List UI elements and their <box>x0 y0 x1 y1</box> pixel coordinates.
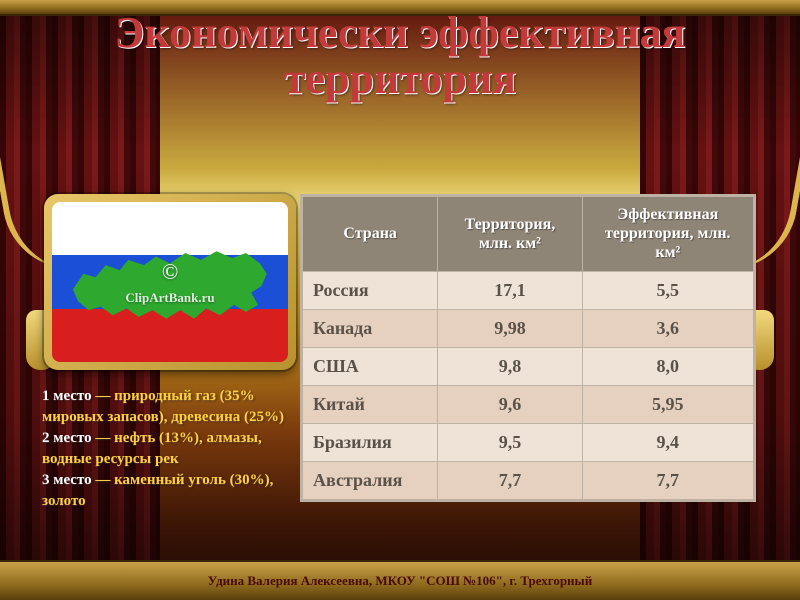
cell-territory: 9,5 <box>438 423 582 461</box>
cell-effective: 5,95 <box>582 385 753 423</box>
territory-table: Страна Территория, млн. км² Эффективная … <box>302 196 754 500</box>
cell-country: Россия <box>303 271 438 309</box>
cell-territory: 9,6 <box>438 385 582 423</box>
table-row: Бразилия9,59,4 <box>303 423 754 461</box>
rank-label: 1 место <box>42 388 92 404</box>
cell-country: Австралия <box>303 461 438 499</box>
cell-effective: 3,6 <box>582 309 753 347</box>
table-row: США9,88,0 <box>303 347 754 385</box>
rank-item: 3 место — каменный уголь (30%), золото <box>42 470 300 512</box>
rank-label: 3 место <box>42 472 92 488</box>
rank-item: 1 место — природный газ (35% мировых зап… <box>42 386 300 428</box>
watermark-symbol: © <box>162 259 178 285</box>
cell-effective: 9,4 <box>582 423 753 461</box>
slide-title: Экономически эффективная территория <box>0 10 800 102</box>
resource-rankings: 1 место — природный газ (35% мировых зап… <box>42 386 300 512</box>
cell-territory: 17,1 <box>438 271 582 309</box>
table-row: Австралия7,77,7 <box>303 461 754 499</box>
cell-effective: 5,5 <box>582 271 753 309</box>
cell-effective: 8,0 <box>582 347 753 385</box>
cell-country: Канада <box>303 309 438 347</box>
flag-map-image: © ClipArtBank.ru <box>44 194 296 370</box>
rank-item: 2 место — нефть (13%), алмазы, водные ре… <box>42 428 300 470</box>
watermark-text: ClipArtBank.ru <box>125 290 214 306</box>
table-row: Китай9,65,95 <box>303 385 754 423</box>
cell-effective: 7,7 <box>582 461 753 499</box>
cell-territory: 7,7 <box>438 461 582 499</box>
cell-country: США <box>303 347 438 385</box>
table-row: Россия17,15,5 <box>303 271 754 309</box>
table-header: Эффективная территория, млн. км² <box>582 197 753 272</box>
cell-country: Бразилия <box>303 423 438 461</box>
cell-territory: 9,98 <box>438 309 582 347</box>
table-header: Страна <box>303 197 438 272</box>
cell-territory: 9,8 <box>438 347 582 385</box>
table-header: Территория, млн. км² <box>438 197 582 272</box>
table-row: Канада9,983,6 <box>303 309 754 347</box>
cell-country: Китай <box>303 385 438 423</box>
rank-label: 2 место <box>42 430 92 446</box>
